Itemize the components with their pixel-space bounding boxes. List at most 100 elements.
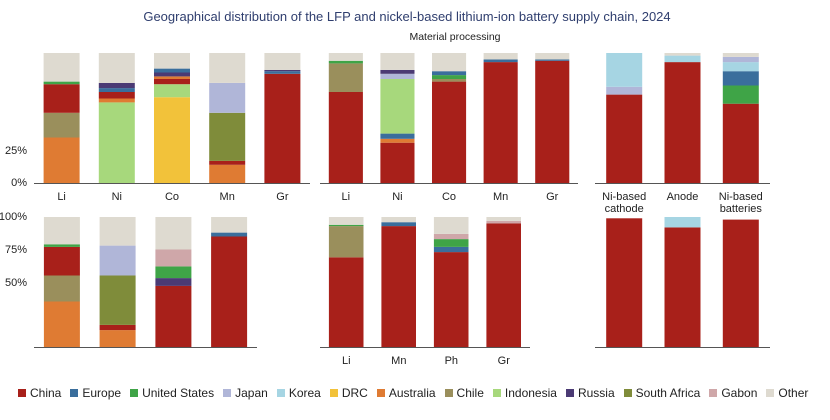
panel-1-2 <box>595 217 770 348</box>
legend-swatch <box>376 389 385 397</box>
y-tick-label-top-25: 25% <box>5 145 27 157</box>
legend-item-indonesia: Indonesia <box>492 386 557 400</box>
x-tick-label: Co <box>165 191 179 203</box>
x-tick-label: Mn <box>220 191 235 203</box>
bar-segment-other <box>98 53 135 83</box>
bar-segment-other <box>381 217 416 223</box>
bar-segment-other <box>43 217 80 245</box>
bar-segment-other <box>43 53 80 82</box>
bar-segment-china <box>722 103 759 183</box>
bar-segment-united-states <box>432 75 467 79</box>
bar-segment-china <box>722 219 759 347</box>
legend-label: Other <box>778 386 809 400</box>
bar-segment-china <box>483 62 518 183</box>
bar-segment-europe <box>432 71 467 76</box>
y-tick-label-bottom-100: 100% <box>0 211 27 223</box>
bar-segment-chile <box>328 63 363 92</box>
bar-segment-china <box>99 324 136 331</box>
bar-segment-gabon <box>433 233 469 240</box>
bar-segment-united-states <box>43 244 80 247</box>
x-tick-label: Ni-based batteries <box>719 191 763 215</box>
bar-segment-south-africa <box>99 275 136 325</box>
bar-segment-china <box>328 257 364 347</box>
bar-segment-other <box>380 53 415 70</box>
bar-segment-china <box>209 160 246 165</box>
legend-label: Chile <box>456 386 484 400</box>
legend-swatch <box>130 389 139 397</box>
bar-segment-china <box>606 94 643 183</box>
legend: China Europe United States Japan Korea DRC Aus… <box>18 382 830 404</box>
bar-segment-chile <box>328 226 364 258</box>
bar-segment-other <box>154 53 190 69</box>
legend-label: Gabon <box>721 386 758 400</box>
bar-segment-drc <box>154 97 190 183</box>
bar-segment-other <box>328 217 364 225</box>
bar-segment-chile <box>43 112 80 138</box>
panel-0-0: Li Ni Co Mn Gr <box>34 53 310 203</box>
bar-segment-europe <box>264 71 301 74</box>
legend-item-other: Other <box>766 386 808 400</box>
bar-segment-other <box>433 217 469 234</box>
bar-segment-china <box>535 60 570 183</box>
legend-item-united-states: United States <box>130 386 214 400</box>
bar-segment-russia <box>98 82 135 89</box>
x-tick-label: Mn <box>493 191 508 203</box>
bar-segment-other <box>264 53 301 70</box>
legend-swatch <box>766 389 775 397</box>
x-tick-label: Co <box>442 191 456 203</box>
bar-segment-china <box>486 223 521 347</box>
x-tick-label: Li <box>342 355 351 367</box>
legend-label: Indonesia <box>504 386 557 400</box>
bar-segment-united-states <box>43 81 80 85</box>
bar-segment-other <box>155 217 192 250</box>
y-tick-labels: 0% 25% 50% 75% 100% <box>0 145 27 289</box>
plot-area: Li Ni Co Mn Gr Li Ni Co Mn Gr Ni-based cathode Anode… <box>34 53 770 367</box>
bar-segment-russia <box>155 278 192 286</box>
legend-label: DRC <box>341 386 368 400</box>
bar-segment-russia <box>154 72 190 77</box>
bar-segment-other <box>209 53 246 83</box>
bar-segment-china <box>433 252 469 347</box>
panel-0-2: Ni-based cathode Anode Ni-based batteries <box>595 53 770 215</box>
y-tick-label-top-0: 0% <box>11 177 27 189</box>
bar-segment-other <box>328 53 363 61</box>
bar-segment-korea <box>606 53 643 87</box>
legend-item-drc: DRC <box>329 386 368 400</box>
bar-segment-other <box>483 53 518 60</box>
legend-swatch <box>565 389 574 397</box>
bar-segment-other <box>432 53 467 72</box>
x-tick-label: Li <box>57 191 66 203</box>
bar-segment-australia <box>43 137 80 183</box>
bar-segment-europe <box>483 59 518 63</box>
bar-segment-japan <box>380 73 415 79</box>
bar-segment-china <box>155 285 192 347</box>
legend-label: Japan <box>235 386 268 400</box>
panel-1-1: Li Mn Ph Gr <box>320 217 530 367</box>
legend-item-south-africa: South Africa <box>623 386 701 400</box>
bar-segment-china <box>664 227 701 347</box>
bar-segment-europe <box>381 222 416 227</box>
bar-segment-russia <box>264 69 301 72</box>
legend-swatch <box>70 389 79 397</box>
legend-swatch <box>709 389 718 397</box>
bar-segment-china <box>381 226 416 347</box>
legend-label: China <box>30 386 62 400</box>
x-tick-label: Li <box>342 191 351 203</box>
bar-segment-australia <box>99 330 136 347</box>
bar-segment-chile <box>432 79 467 82</box>
bar-segment-china <box>43 84 80 113</box>
x-tick-label: Mn <box>391 355 406 367</box>
bar-segment-europe <box>98 88 135 92</box>
legend-label: Australia <box>388 386 436 400</box>
bar-segment-europe <box>535 59 570 61</box>
bar-segment-indonesia <box>380 79 415 134</box>
bar-segment-gabon <box>486 220 521 224</box>
legend-label: South Africa <box>635 386 701 400</box>
x-tick-label: Ph <box>445 355 458 367</box>
panel-0-1: Li Ni Co Mn Gr <box>320 53 578 203</box>
bar-segment-other <box>664 53 701 56</box>
bar-segment-china <box>432 81 467 183</box>
bar-segment-other <box>722 53 759 57</box>
bar-segment-europe <box>154 68 190 73</box>
